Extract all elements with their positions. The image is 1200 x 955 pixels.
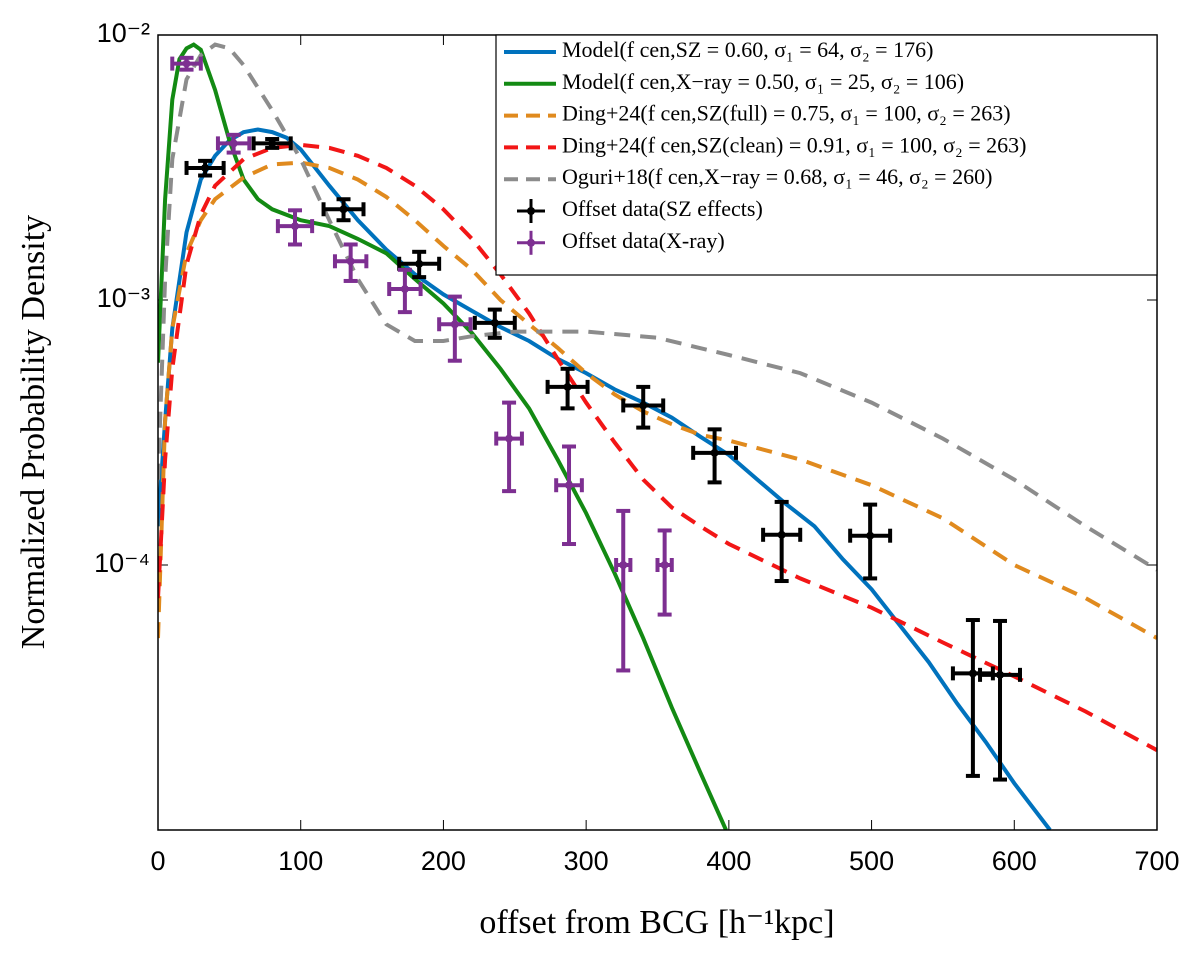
curve <box>158 42 728 830</box>
y-tick-label: 10⁻² <box>97 18 150 48</box>
x-axis-label: offset from BCG [h⁻¹kpc] <box>479 904 834 941</box>
data-point <box>400 285 409 294</box>
data-point <box>710 448 719 457</box>
legend-label: Model(f cen,SZ = 0.60, σ₁ = 64, σ₂ = 176… <box>562 37 933 62</box>
legend-label: Ding+24(f cen,SZ(full) = 0.75, σ₁ = 100,… <box>562 101 1011 126</box>
data-point <box>450 320 459 329</box>
legend-label: Oguri+18(f cen,X−ray = 0.68, σ₁ = 46, σ₂… <box>562 164 992 189</box>
x-tick-label: 200 <box>421 846 466 876</box>
data-point <box>490 318 499 327</box>
data-point <box>639 401 648 410</box>
x-tick-label: 100 <box>278 846 323 876</box>
data-point <box>565 481 574 490</box>
legend-box <box>495 34 1158 276</box>
data-point <box>563 382 572 391</box>
legend-swatch <box>527 238 535 247</box>
legend-label: Model(f cen,X−ray = 0.50, σ₁ = 25, σ₂ = … <box>562 69 964 94</box>
data-point <box>229 139 238 148</box>
x-tick-label: 300 <box>564 846 609 876</box>
y-tick-label: 10⁻³ <box>97 283 150 313</box>
data-point <box>346 257 355 266</box>
curve <box>158 142 1157 752</box>
data-point <box>268 139 277 148</box>
x-tick-label: 500 <box>849 846 894 876</box>
y-tick-label: 10⁻⁴ <box>94 548 150 578</box>
y-axis-label: Normalized Probability Density <box>15 215 52 649</box>
legend-label: Offset data(X-ray) <box>562 228 725 253</box>
data-point <box>415 259 424 268</box>
data-point <box>201 163 210 172</box>
x-tick-label: 400 <box>706 846 751 876</box>
data-point <box>505 434 514 443</box>
data-point <box>777 530 786 539</box>
legend-label: Offset data(SZ effects) <box>562 196 763 221</box>
data-point <box>660 561 669 569</box>
curve <box>158 160 1157 640</box>
x-tick-label: 0 <box>150 846 165 876</box>
data-point <box>968 669 977 678</box>
legend-swatch <box>527 207 535 215</box>
data-point <box>996 670 1005 679</box>
data-point <box>619 561 628 569</box>
x-tick-label: 600 <box>992 846 1037 876</box>
data-point <box>339 205 348 214</box>
data-point <box>866 531 875 540</box>
x-tick-label: 700 <box>1134 846 1179 876</box>
data-point <box>182 59 191 68</box>
legend-label: Ding+24(f cen,SZ(clean) = 0.91, σ₁ = 100… <box>562 132 1026 157</box>
plot-area <box>158 42 1157 830</box>
data-point <box>291 222 300 231</box>
